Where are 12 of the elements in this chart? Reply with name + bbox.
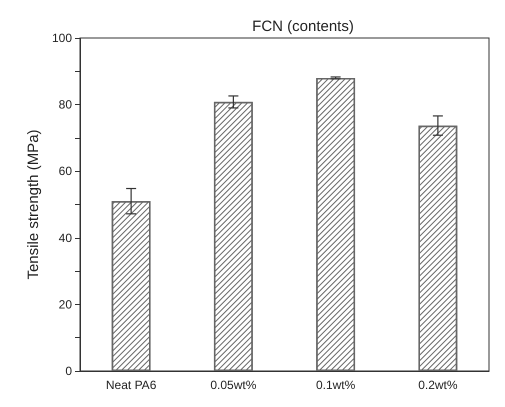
y-tick-label: 60 [58,164,72,178]
x-tick-label: 0.05wt% [210,378,257,392]
y-axis-title: Tensile strength (MPa) [25,129,42,280]
y-tick-label: 100 [52,31,72,45]
y-tick-label: 20 [58,297,72,312]
x-tick-label: 0.2wt% [418,378,458,392]
x-tick-label: Neat PA6 [106,378,157,392]
y-tick-label: 0 [65,364,72,378]
y-tick-label: 40 [58,230,72,245]
chart-title: FCN (contents) [252,18,354,35]
y-tick-label: 80 [58,98,72,112]
x-tick-label: 0.1wt% [316,378,356,392]
